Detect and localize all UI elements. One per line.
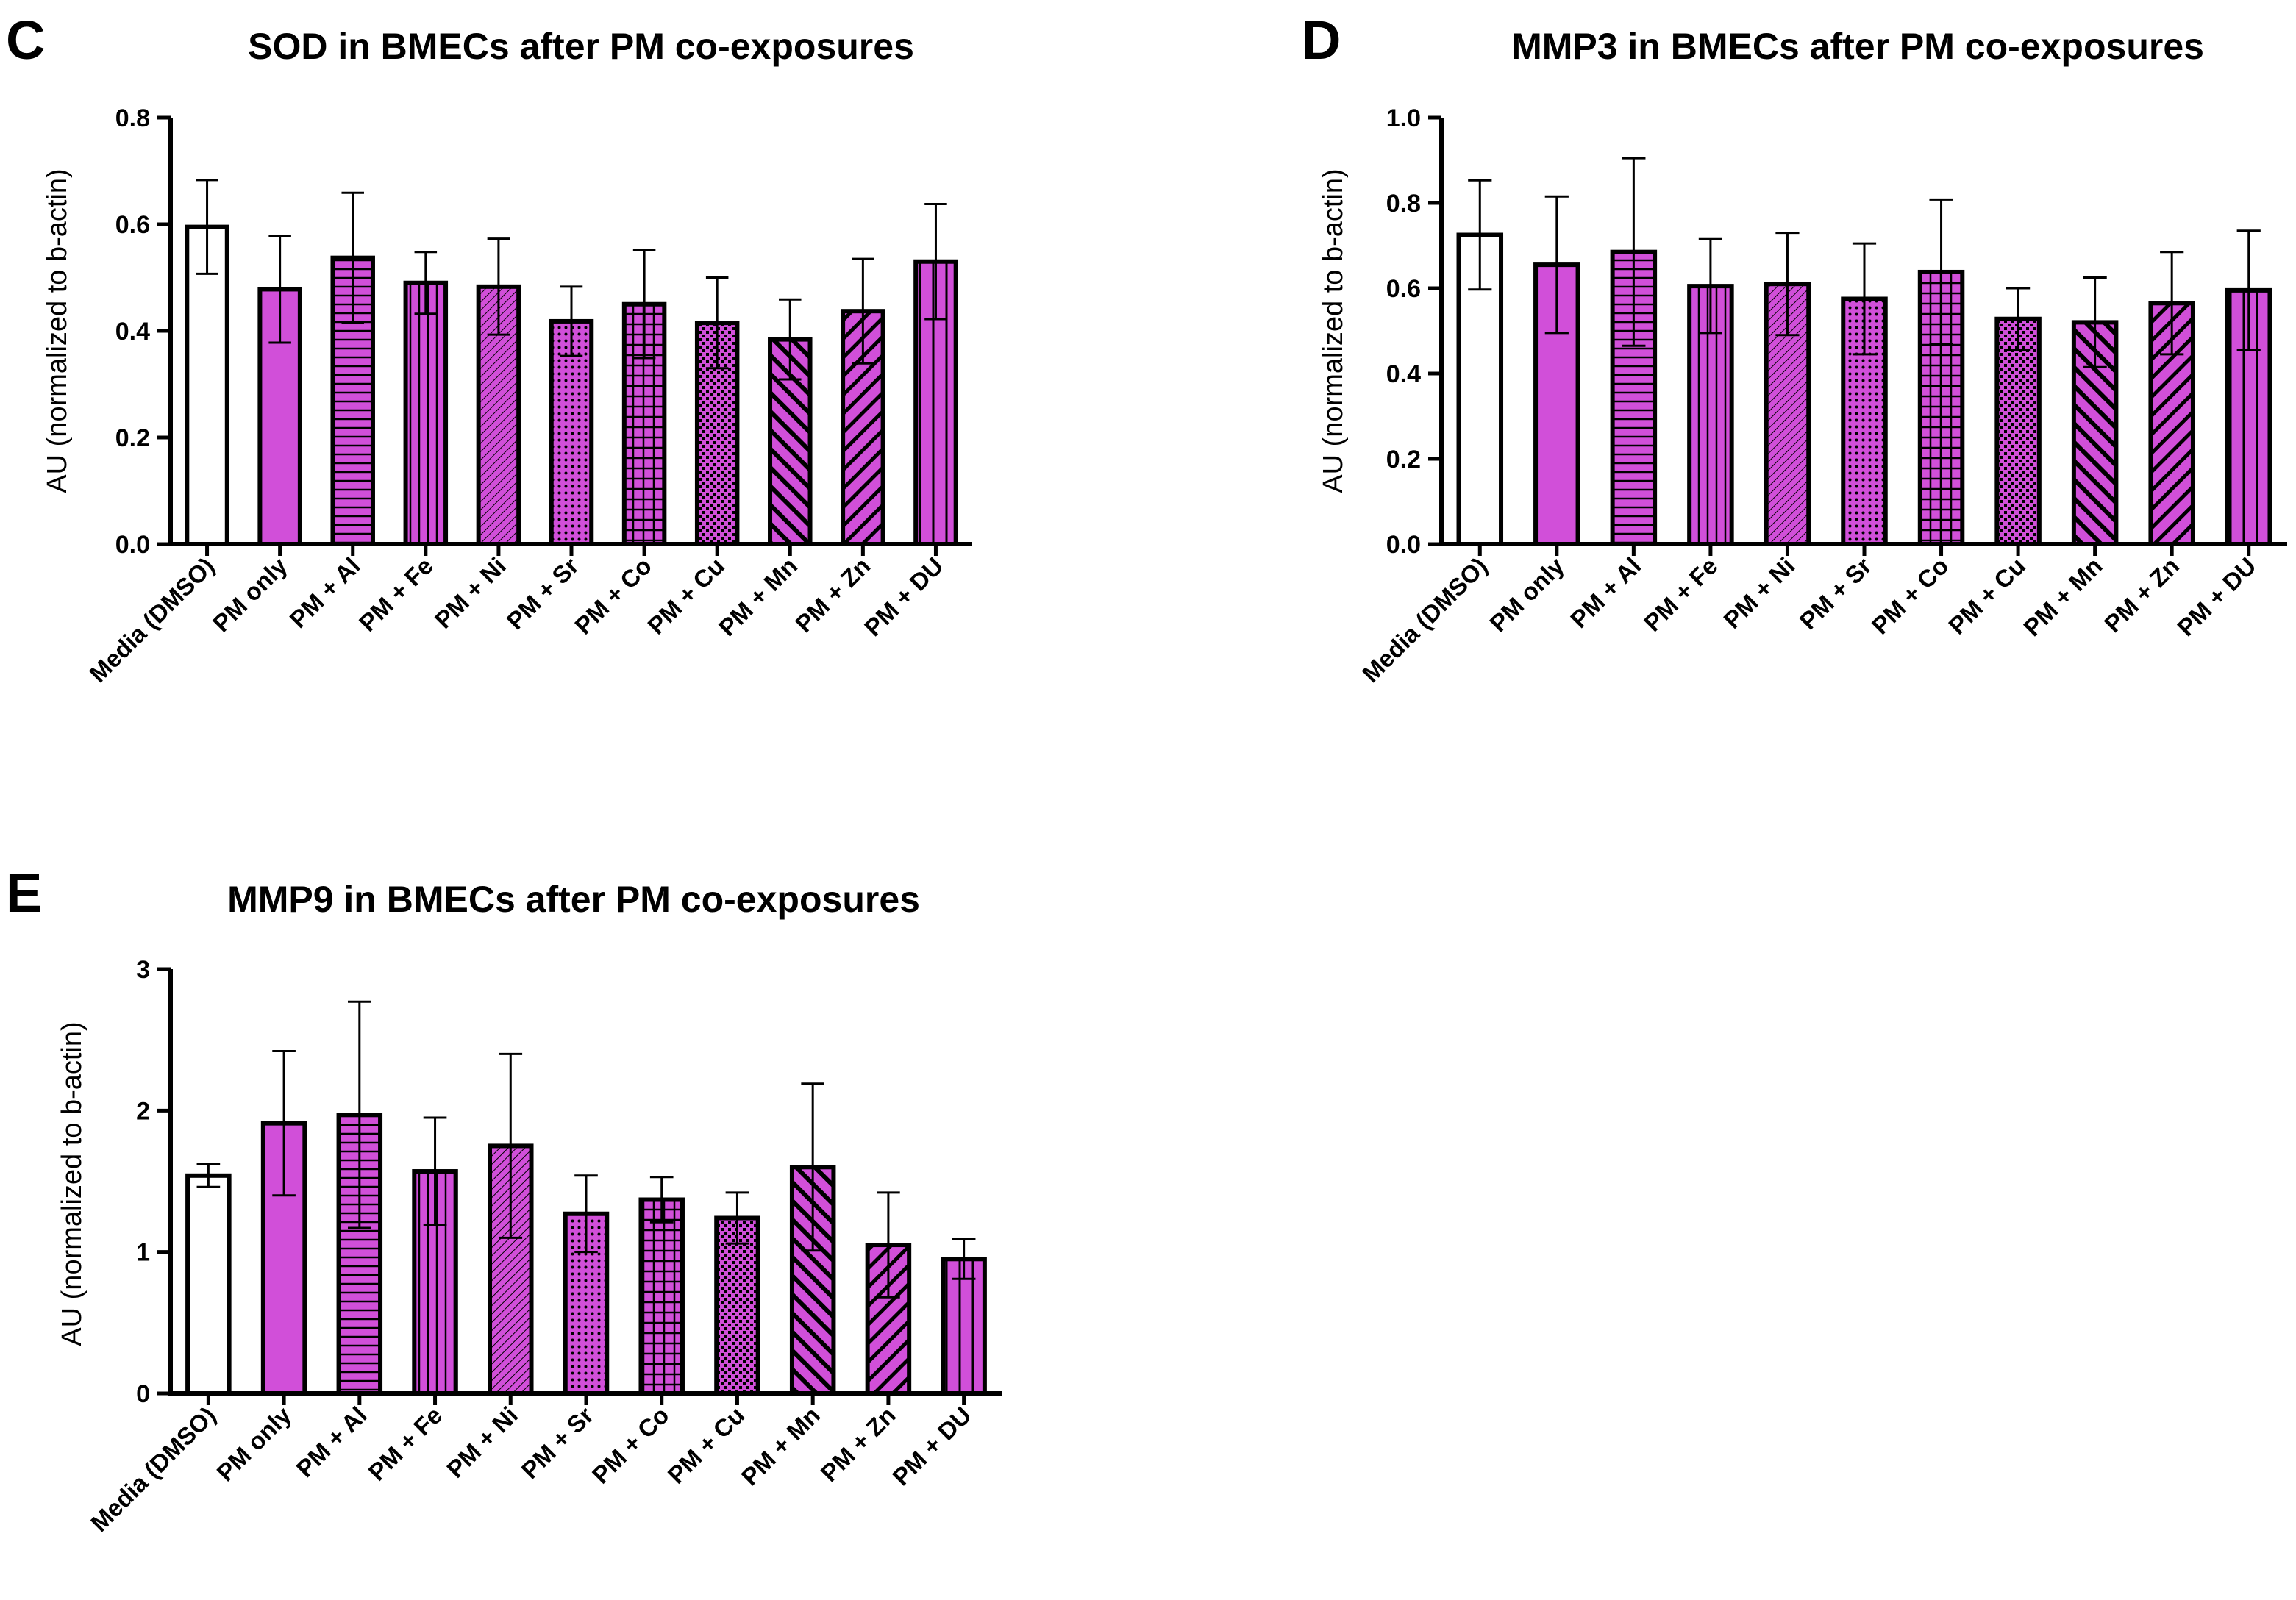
x-tick-label: PM + Zn: [816, 1401, 901, 1487]
y-tick-label: 0: [136, 1380, 150, 1408]
y-tick-label: 2: [136, 1097, 150, 1125]
y-tick-label: 0.6: [1386, 275, 1421, 303]
bar-group: [1456, 157, 2272, 546]
x-tick-label: PM + Mn: [736, 1401, 825, 1490]
y-tick-label: 3: [136, 956, 150, 984]
x-tick-label: PM + DU: [887, 1401, 976, 1490]
x-tick-label: PM + Fe: [1639, 552, 1723, 637]
y-tick-label: 0.4: [115, 318, 150, 346]
chart-title: MMP3 in BMECs after PM co-exposures: [1511, 26, 2204, 67]
x-tick-label: Media (DMSO): [85, 1401, 221, 1537]
y-axis-label: AU (normalized to b-actin): [57, 1021, 88, 1346]
x-tick-label: PM only: [207, 551, 293, 637]
y-tick-label: 0.4: [1386, 360, 1421, 388]
x-tick-label: PM + Al: [1565, 552, 1646, 633]
x-tick-label: PM only: [1484, 551, 1569, 637]
y-tick-label: 0.8: [115, 104, 150, 132]
y-tick-label: 1.0: [1386, 104, 1421, 132]
x-tick-label: PM + Cu: [663, 1401, 750, 1489]
chart-title: MMP9 in BMECs after PM co-exposures: [227, 879, 920, 920]
y-tick-label: 1: [136, 1239, 150, 1267]
x-tick-label: PM + Al: [291, 1401, 372, 1482]
panel-label: D: [1302, 10, 1341, 71]
panel-d: D MMP3 in BMECs after PM co-exposures AU…: [1302, 10, 2287, 688]
panel-label: E: [6, 863, 42, 924]
x-tick-label: PM + DU: [2172, 552, 2261, 641]
x-tick-label: PM + Ni: [429, 552, 511, 634]
x-tick-label: PM + Fe: [363, 1401, 448, 1486]
y-axis-label: AU (normalized to b-actin): [1318, 168, 1349, 493]
x-tick-label: PM + Fe: [354, 552, 438, 637]
x-tick-label: Media (DMSO): [1357, 552, 1492, 688]
y-tick-label: 0.6: [115, 211, 150, 239]
x-tick-label: PM only: [211, 1401, 296, 1486]
x-tick-label: PM + Cu: [1943, 552, 2031, 640]
panel-label: C: [6, 10, 45, 71]
y-tick-label: 0.2: [115, 424, 150, 452]
y-axis-label: AU (normalized to b-actin): [42, 168, 73, 493]
bar-group: [185, 1000, 987, 1396]
y-axis: 0.0 0.2 0.4 0.6 0.8: [115, 104, 173, 559]
x-tick-label: PM + Al: [284, 552, 365, 633]
x-tick-label: PM + Mn: [713, 552, 802, 641]
x-tick-label: PM + Ni: [1718, 552, 1800, 634]
bar: [1994, 316, 2042, 546]
x-tick-label: PM + Co: [1867, 552, 1954, 640]
x-tick-label: PM + Ni: [441, 1401, 523, 1483]
bar: [185, 1173, 232, 1396]
x-tick-label: PM + DU: [859, 552, 948, 641]
x-tick-label: PM + Mn: [2018, 552, 2107, 641]
x-tick-label: PM + Co: [587, 1401, 674, 1489]
x-tick-label: PM + Sr: [516, 1401, 599, 1485]
x-tick-label: Media (DMSO): [84, 552, 219, 688]
bar-group: [185, 179, 958, 546]
bar: [638, 1197, 685, 1396]
y-tick-label: 0.2: [1386, 446, 1421, 474]
panel-c: C SOD in BMECs after PM co-exposures AU …: [6, 10, 972, 688]
y-tick-label: 0.0: [115, 531, 150, 559]
bar: [789, 1165, 836, 1396]
x-tick-label: PM + Zn: [2099, 552, 2184, 638]
y-axis: 0 1 2 3: [136, 956, 173, 1408]
y-axis: 0.0 0.2 0.4 0.6 0.8 1.0: [1386, 104, 1444, 559]
y-tick-label: 0.0: [1386, 531, 1421, 559]
chart-title: SOD in BMECs after PM co-exposures: [248, 26, 914, 67]
x-tick-label: PM + Co: [569, 552, 657, 640]
bar: [403, 280, 449, 546]
y-tick-label: 0.8: [1386, 190, 1421, 218]
panel-e: E MMP9 in BMECs after PM co-exposures AU…: [6, 863, 1002, 1537]
x-tick-label: PM + Sr: [1794, 552, 1878, 635]
